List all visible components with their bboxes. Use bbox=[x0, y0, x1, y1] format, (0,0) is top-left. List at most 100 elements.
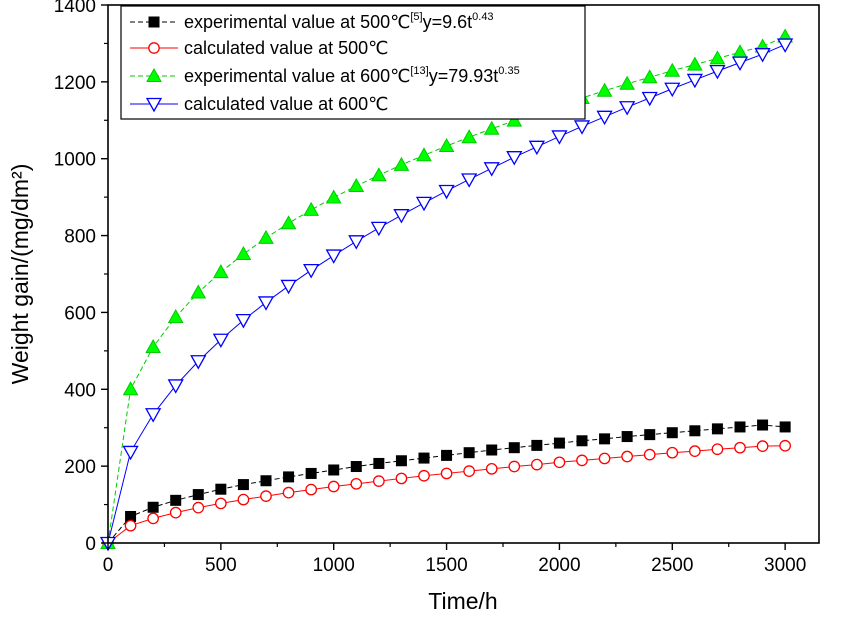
series-2-point bbox=[237, 493, 250, 506]
series-1-point bbox=[621, 431, 633, 443]
series-3-point bbox=[280, 215, 297, 230]
y-tick-label: 200 bbox=[64, 457, 96, 478]
series-3-point bbox=[348, 177, 365, 192]
series-2-point bbox=[192, 501, 205, 514]
legend-label-exponent: 0.43 bbox=[472, 11, 493, 23]
series-1-point bbox=[689, 425, 701, 437]
series-1-point bbox=[373, 457, 385, 469]
series-2-point bbox=[734, 441, 746, 454]
legend-label-main: experimental value at 600℃ bbox=[184, 66, 410, 86]
series-2-point bbox=[215, 497, 227, 510]
legend-label-equation: y=79.93t bbox=[429, 66, 499, 86]
series-4-point bbox=[506, 151, 523, 166]
series-1-point bbox=[644, 429, 656, 441]
series-3-point bbox=[167, 309, 184, 324]
series-4-point bbox=[664, 82, 681, 98]
series-2-point bbox=[124, 519, 137, 532]
legend-label-2: calculated value at 500℃ bbox=[184, 38, 388, 58]
series-2 bbox=[102, 439, 791, 549]
series-1-point bbox=[395, 455, 407, 467]
series-3-point bbox=[687, 56, 703, 71]
series-1-point bbox=[441, 449, 453, 461]
x-tick-label: 2000 bbox=[538, 555, 580, 576]
series-3-point bbox=[732, 44, 748, 59]
series-2-point bbox=[260, 490, 272, 502]
series-4-point bbox=[190, 355, 207, 370]
series-1-point bbox=[170, 494, 182, 506]
series-2-point bbox=[598, 452, 611, 465]
series-1-point bbox=[711, 423, 723, 435]
series-4-point bbox=[619, 101, 636, 116]
series-4-point bbox=[280, 279, 297, 295]
series-3-point bbox=[461, 129, 477, 144]
series-1-point bbox=[486, 444, 498, 456]
axis-ticks: 0 500 1000 1500 2000 2500 3000 0 200 400 600 800 100… bbox=[54, 0, 807, 576]
series-1 bbox=[102, 419, 791, 549]
series-2-point bbox=[327, 480, 340, 493]
series-4-point bbox=[212, 333, 229, 349]
series-4-point bbox=[370, 221, 387, 237]
legend-label-reference: [13] bbox=[410, 65, 428, 77]
series-4-point bbox=[167, 379, 184, 394]
x-tick-label: 3000 bbox=[764, 555, 806, 576]
y-tick-label: 1200 bbox=[54, 73, 96, 94]
series-1-point bbox=[599, 433, 611, 445]
series-3-point bbox=[393, 156, 410, 171]
series-4-point bbox=[257, 296, 275, 311]
x-axis-title: Time/h bbox=[428, 588, 497, 614]
y-tick-label: 800 bbox=[64, 227, 96, 248]
series-1-point bbox=[283, 471, 295, 483]
legend-label-main: calculated value at 500℃ bbox=[184, 38, 388, 58]
series-1-point bbox=[531, 439, 543, 451]
legend-label-main: experimental value at 500℃ bbox=[184, 12, 410, 32]
series-2-point bbox=[305, 483, 317, 496]
series-3-point bbox=[596, 82, 613, 97]
series-4-point bbox=[573, 120, 591, 135]
series-3-point bbox=[325, 189, 342, 204]
series-2-point bbox=[485, 462, 498, 475]
series-1-point bbox=[576, 435, 588, 447]
series-3-point bbox=[438, 138, 455, 153]
x-tick-label: 1500 bbox=[425, 555, 467, 576]
series-2-point bbox=[508, 460, 521, 473]
series-3-point bbox=[641, 69, 658, 84]
y-tick-label: 0 bbox=[85, 534, 96, 555]
series-1-point bbox=[237, 479, 249, 491]
y-tick-label: 600 bbox=[64, 303, 96, 324]
series-2-point bbox=[440, 467, 453, 480]
series-2-point bbox=[779, 439, 791, 452]
legend-label-exponent: 0.35 bbox=[498, 65, 519, 77]
series-3-point bbox=[416, 147, 432, 162]
series-3-point bbox=[258, 229, 274, 244]
series-4-point bbox=[393, 209, 410, 224]
series-3-point bbox=[145, 338, 161, 354]
series-3-point bbox=[122, 381, 139, 396]
series-4-point bbox=[145, 408, 162, 423]
series-2-point bbox=[147, 512, 159, 525]
series-3-point bbox=[303, 201, 319, 216]
series-2-point bbox=[689, 445, 701, 458]
series-4-point bbox=[461, 173, 478, 188]
series-3-point bbox=[190, 284, 207, 299]
series-2-point bbox=[666, 446, 679, 459]
series-4-point bbox=[528, 140, 545, 156]
series-4-point bbox=[235, 313, 252, 329]
legend-label-equation: y=9.6t bbox=[423, 12, 473, 32]
legend: experimental value at 500℃[5]y=9.6t0.43 c… bbox=[120, 5, 586, 120]
series-4-point bbox=[641, 91, 658, 107]
legend-marker-3 bbox=[146, 67, 162, 82]
series-3-point bbox=[213, 264, 229, 279]
series-1-point bbox=[350, 461, 362, 473]
series-4-point bbox=[483, 162, 500, 177]
series-2-point bbox=[373, 475, 385, 487]
series-2-point bbox=[531, 458, 543, 471]
legend-box bbox=[120, 5, 586, 120]
legend-label-4: calculated value at 600℃ bbox=[184, 94, 388, 114]
legend-label-reference: [5] bbox=[410, 11, 422, 23]
series-1-point bbox=[463, 447, 475, 459]
series-3-point bbox=[619, 75, 635, 90]
series-4-point bbox=[303, 264, 320, 279]
series-1-point bbox=[260, 475, 272, 487]
series-2-point bbox=[463, 465, 475, 477]
